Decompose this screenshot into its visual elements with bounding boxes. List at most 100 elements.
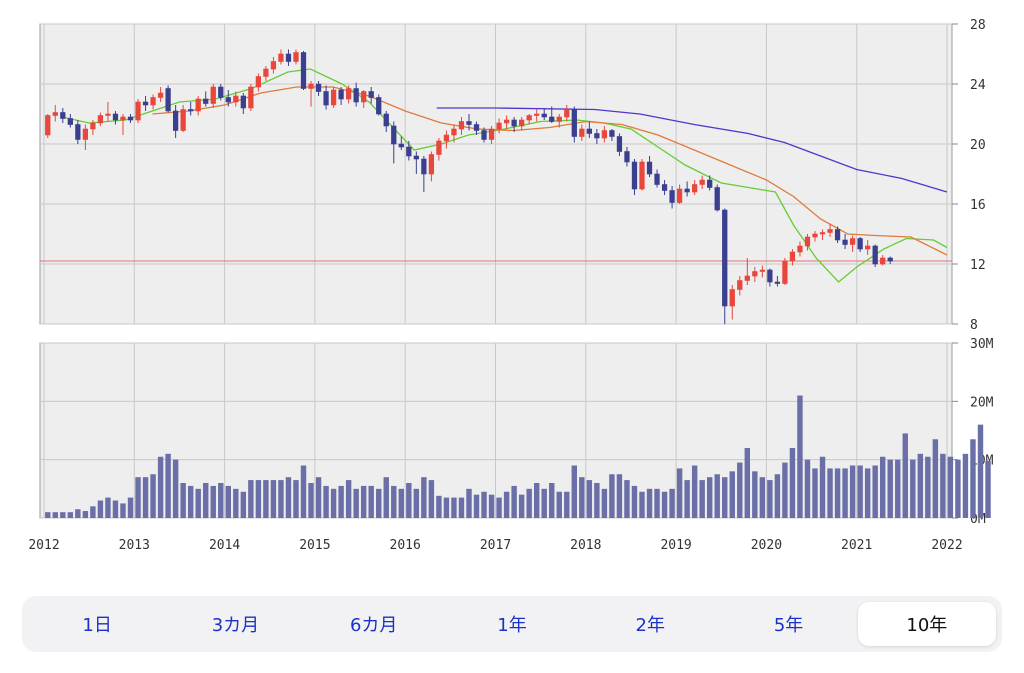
candle-body-down bbox=[413, 155, 419, 160]
tab-3-months[interactable]: 3カ月 bbox=[211, 615, 260, 636]
candle-body-up bbox=[526, 115, 532, 121]
candlestick bbox=[519, 117, 525, 131]
candlestick bbox=[443, 130, 450, 149]
candlestick bbox=[428, 151, 435, 182]
volume-bar bbox=[421, 477, 427, 518]
candle-body-up bbox=[639, 161, 645, 190]
volume-bar bbox=[744, 448, 751, 518]
volume-bar bbox=[646, 488, 653, 518]
candle-body-up bbox=[255, 76, 262, 88]
candle-body-down bbox=[887, 257, 893, 262]
volume-bar bbox=[849, 465, 856, 518]
volume-bar bbox=[518, 494, 525, 518]
candlestick bbox=[676, 184, 683, 204]
candlestick bbox=[45, 114, 51, 138]
x-tick-label: 2014 bbox=[209, 538, 240, 553]
candle-body-down bbox=[722, 209, 728, 307]
candle-body-up bbox=[97, 115, 104, 124]
candle-body-down bbox=[834, 229, 841, 241]
candle-body-down bbox=[473, 124, 480, 131]
candlestick bbox=[503, 115, 510, 129]
volume-bar bbox=[684, 480, 690, 518]
volume-bar bbox=[345, 480, 352, 518]
candle-body-down bbox=[609, 130, 615, 137]
candle-body-down bbox=[586, 128, 592, 134]
candlestick bbox=[707, 175, 713, 191]
volume-bar bbox=[45, 512, 51, 518]
candle-body-down bbox=[142, 101, 149, 106]
volume-bar bbox=[925, 456, 931, 518]
candle-body-down bbox=[631, 161, 638, 190]
candle-body-down bbox=[323, 91, 329, 106]
volume-bar bbox=[368, 485, 374, 518]
candlestick bbox=[797, 241, 803, 257]
candlestick bbox=[579, 124, 585, 141]
candlestick bbox=[451, 124, 457, 143]
volume-bar bbox=[729, 471, 735, 518]
volume-bar bbox=[451, 497, 457, 518]
candle-body-up bbox=[105, 113, 111, 116]
volume-bar bbox=[526, 488, 532, 518]
candlestick bbox=[692, 180, 698, 195]
candlestick bbox=[368, 87, 374, 104]
volume-bar bbox=[985, 460, 991, 518]
price-tick-label: 28 bbox=[970, 18, 986, 33]
volume-bar bbox=[97, 500, 104, 518]
volume-bar bbox=[691, 465, 698, 518]
volume-bar bbox=[774, 474, 781, 518]
candlestick bbox=[699, 175, 705, 189]
price-tick-label: 24 bbox=[970, 78, 986, 93]
volume-bar bbox=[481, 491, 487, 518]
candle-body-up bbox=[233, 95, 239, 103]
volume-bar bbox=[511, 485, 517, 518]
tab-6-months[interactable]: 6カ月 bbox=[349, 615, 398, 636]
tab-2-years[interactable]: 2年 bbox=[635, 615, 665, 636]
volume-bar bbox=[827, 468, 833, 518]
candle-body-down bbox=[511, 119, 517, 127]
candlestick bbox=[834, 226, 841, 243]
candlestick bbox=[120, 114, 126, 135]
volume-bar bbox=[940, 453, 946, 518]
price-panel: 28 24 20 16 12 8 bbox=[39, 18, 986, 333]
candle-body-down bbox=[857, 238, 863, 250]
volume-bar bbox=[473, 494, 480, 518]
volume-bar bbox=[105, 497, 111, 518]
candlestick bbox=[819, 229, 826, 240]
candle-body-down bbox=[481, 130, 487, 140]
volume-bar bbox=[872, 465, 878, 518]
candlestick bbox=[127, 114, 134, 123]
tab-10-years[interactable]: 10年 bbox=[857, 602, 996, 646]
candle-body-up bbox=[195, 98, 201, 112]
price-tick-label: 8 bbox=[970, 318, 978, 333]
candle-body-up bbox=[556, 116, 562, 122]
candlestick bbox=[233, 91, 239, 107]
volume-bar bbox=[120, 503, 126, 518]
volume-bar bbox=[782, 462, 788, 518]
candle-body-down bbox=[353, 88, 359, 103]
candle-body-down bbox=[60, 112, 66, 119]
tab-5-years[interactable]: 5年 bbox=[773, 615, 804, 636]
volume-bars bbox=[45, 395, 991, 518]
candle-body-down bbox=[398, 143, 404, 148]
candle-body-down bbox=[188, 109, 194, 112]
candle-body-up bbox=[82, 128, 89, 140]
volume-bar bbox=[579, 477, 585, 518]
candle-body-up bbox=[789, 251, 796, 262]
candle-body-down bbox=[112, 113, 119, 121]
candle-body-down bbox=[654, 173, 660, 185]
candle-body-up bbox=[270, 61, 277, 70]
candlestick bbox=[67, 114, 73, 128]
volume-bar bbox=[864, 468, 871, 518]
candle-body-down bbox=[624, 151, 630, 163]
volume-bar bbox=[639, 491, 645, 518]
candlestick bbox=[112, 111, 119, 125]
tab-1-year[interactable]: 1年 bbox=[497, 615, 527, 636]
volume-bar bbox=[977, 424, 984, 518]
candle-body-down bbox=[391, 125, 397, 145]
candle-body-down bbox=[661, 184, 668, 191]
tab-1-day[interactable]: 1日 bbox=[82, 615, 112, 636]
volume-bar bbox=[812, 468, 818, 518]
candle-body-down bbox=[406, 146, 412, 157]
volume-bar bbox=[67, 512, 74, 518]
candle-body-up bbox=[52, 112, 58, 116]
